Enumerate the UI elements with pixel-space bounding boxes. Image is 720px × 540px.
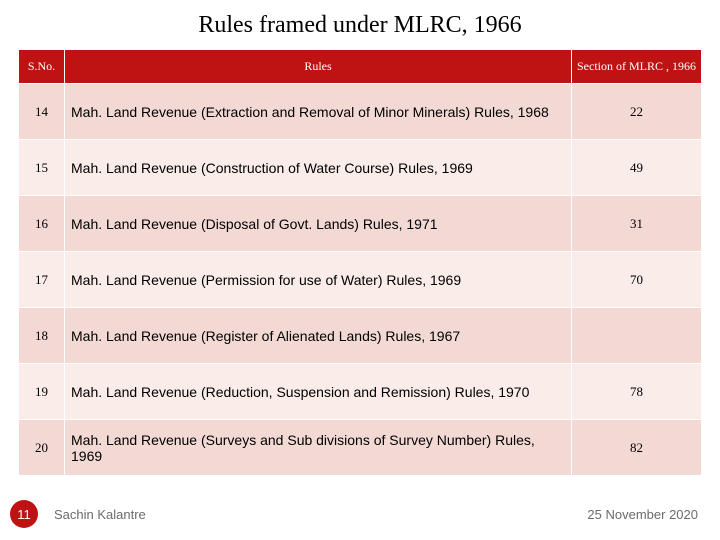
cell-sno: 15 bbox=[19, 140, 65, 196]
col-header-section: Section of MLRC , 1966 bbox=[572, 50, 702, 84]
cell-rules: Mah. Land Revenue (Extraction and Remova… bbox=[65, 84, 572, 140]
cell-sno: 14 bbox=[19, 84, 65, 140]
cell-sno: 19 bbox=[19, 364, 65, 420]
cell-section: 70 bbox=[572, 252, 702, 308]
footer: 11 Sachin Kalantre 25 November 2020 bbox=[0, 500, 720, 528]
cell-rules: Mah. Land Revenue (Disposal of Govt. Lan… bbox=[65, 196, 572, 252]
table-row: 18 Mah. Land Revenue (Register of Aliena… bbox=[19, 308, 702, 364]
table-row: 19 Mah. Land Revenue (Reduction, Suspens… bbox=[19, 364, 702, 420]
cell-rules: Mah. Land Revenue (Permission for use of… bbox=[65, 252, 572, 308]
cell-sno: 17 bbox=[19, 252, 65, 308]
col-header-sno: S.No. bbox=[19, 50, 65, 84]
cell-rules: Mah. Land Revenue (Reduction, Suspension… bbox=[65, 364, 572, 420]
footer-date: 25 November 2020 bbox=[587, 507, 698, 522]
table-row: 15 Mah. Land Revenue (Construction of Wa… bbox=[19, 140, 702, 196]
cell-section: 22 bbox=[572, 84, 702, 140]
table-row: 16 Mah. Land Revenue (Disposal of Govt. … bbox=[19, 196, 702, 252]
cell-section: 49 bbox=[572, 140, 702, 196]
cell-section bbox=[572, 308, 702, 364]
cell-section: 31 bbox=[572, 196, 702, 252]
cell-section: 82 bbox=[572, 420, 702, 476]
cell-rules: Mah. Land Revenue (Surveys and Sub divis… bbox=[65, 420, 572, 476]
cell-rules: Mah. Land Revenue (Construction of Water… bbox=[65, 140, 572, 196]
table-row: 20 Mah. Land Revenue (Surveys and Sub di… bbox=[19, 420, 702, 476]
col-header-rules: Rules bbox=[65, 50, 572, 84]
page-title: Rules framed under MLRC, 1966 bbox=[18, 12, 702, 39]
table-row: 14 Mah. Land Revenue (Extraction and Rem… bbox=[19, 84, 702, 140]
table-header-row: S.No. Rules Section of MLRC , 1966 bbox=[19, 50, 702, 84]
cell-rules: Mah. Land Revenue (Register of Alienated… bbox=[65, 308, 572, 364]
cell-sno: 20 bbox=[19, 420, 65, 476]
cell-sno: 18 bbox=[19, 308, 65, 364]
footer-author: Sachin Kalantre bbox=[54, 507, 146, 522]
cell-sno: 16 bbox=[19, 196, 65, 252]
table-row: 17 Mah. Land Revenue (Permission for use… bbox=[19, 252, 702, 308]
slide-number-badge: 11 bbox=[10, 500, 38, 528]
slide: Rules framed under MLRC, 1966 S.No. Rule… bbox=[0, 0, 720, 540]
cell-section: 78 bbox=[572, 364, 702, 420]
rules-table: S.No. Rules Section of MLRC , 1966 14 Ma… bbox=[18, 49, 702, 476]
